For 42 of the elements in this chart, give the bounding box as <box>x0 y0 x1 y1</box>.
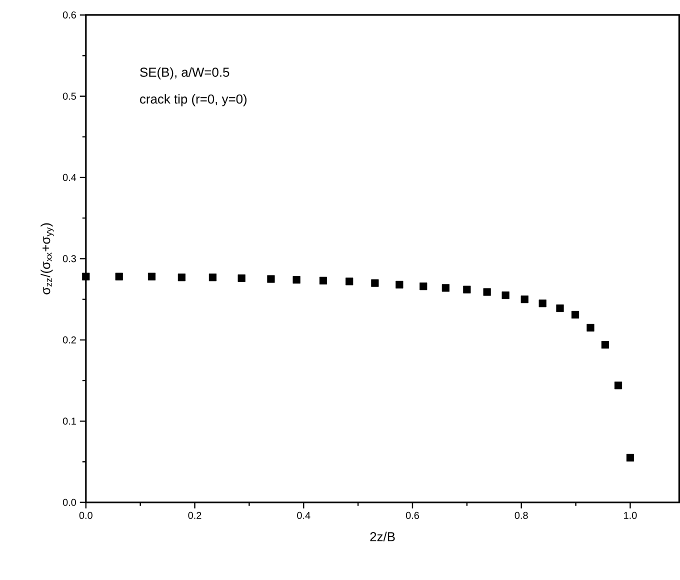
y-tick-label: 0.5 <box>62 92 76 100</box>
point <box>442 284 450 292</box>
point <box>614 381 622 390</box>
y-axis-title: σ$_{zz}$/(σ$_{xx}$+σ$_{yy}$) <box>40 223 54 294</box>
y-tick-label: 0.6 <box>62 11 76 18</box>
point <box>538 299 546 308</box>
point <box>115 272 123 280</box>
point <box>483 288 491 296</box>
annotation: SE(B), a/W=0.5 <box>140 67 230 80</box>
point <box>463 286 471 294</box>
point <box>601 340 609 348</box>
y-tick-label: 0.0 <box>62 498 76 506</box>
y-tick-label: 0.1 <box>62 417 76 425</box>
x-tick-label: 1.0 <box>624 512 637 519</box>
x-tick-label: 0.8 <box>514 512 528 519</box>
point <box>502 291 510 299</box>
y-tick-label: 0.4 <box>62 174 76 181</box>
x-axis-title: 2z/B <box>370 532 395 542</box>
y-tick-label: 0.2 <box>62 336 76 344</box>
point <box>178 273 186 282</box>
point <box>396 280 404 288</box>
point <box>292 276 300 284</box>
point <box>586 324 594 332</box>
point <box>148 272 156 280</box>
point <box>319 276 328 284</box>
point <box>571 310 580 318</box>
point <box>82 272 90 280</box>
point <box>556 304 564 312</box>
x-tick-label: 0.6 <box>406 512 419 519</box>
point <box>371 279 379 287</box>
point <box>267 275 275 283</box>
point <box>208 273 217 282</box>
annotation: crack tip (r=0, y=0) <box>140 94 247 106</box>
point <box>238 274 246 282</box>
x-tick-label: 0.0 <box>79 512 92 519</box>
point <box>346 277 354 286</box>
x-tick-label: 0.4 <box>297 512 310 519</box>
y-tick-label: 0.3 <box>62 255 76 262</box>
point <box>520 295 528 303</box>
point <box>420 282 428 290</box>
x-tick-label: 0.2 <box>188 512 202 519</box>
point <box>626 454 634 462</box>
